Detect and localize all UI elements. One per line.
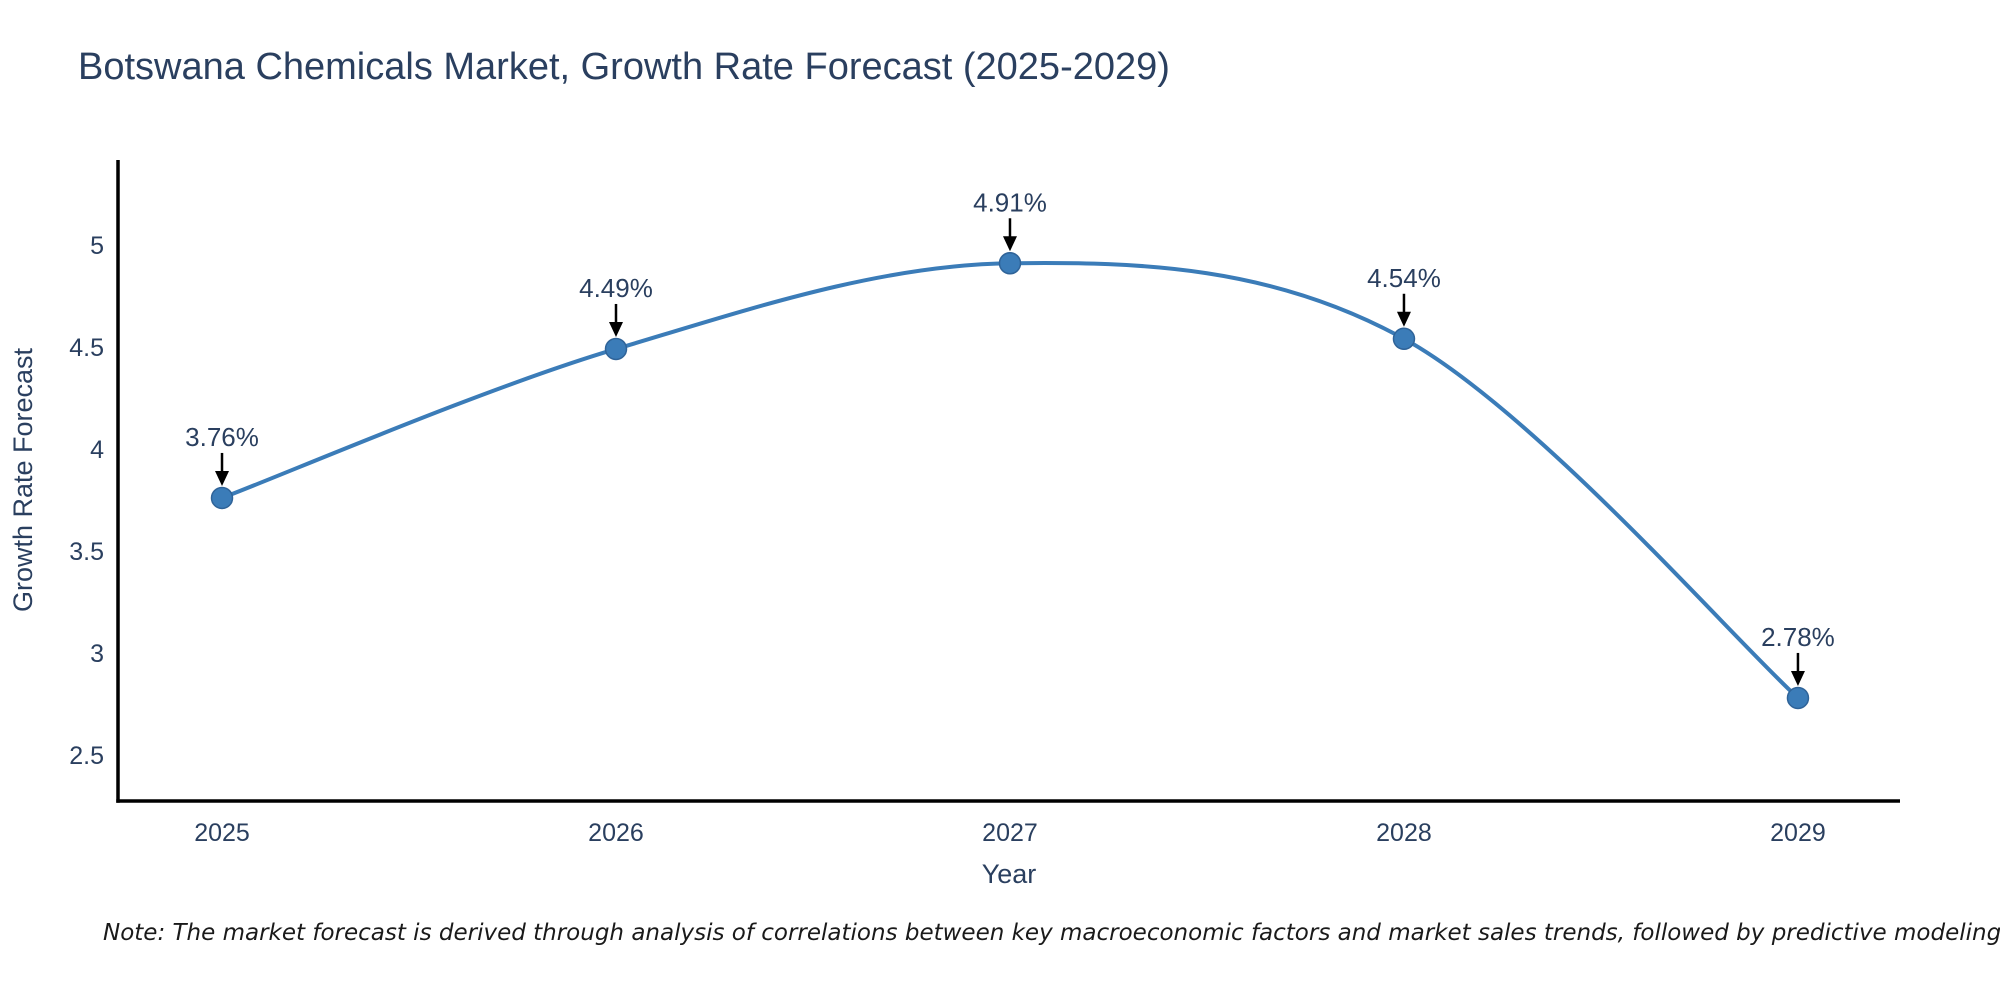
annotation-arrowhead: [1002, 236, 1017, 252]
data-point-marker: [1786, 686, 1810, 710]
annotation-label: 4.54%: [1367, 263, 1441, 293]
x-tick-label: 2029: [1770, 819, 1826, 847]
x-tick-label: 2026: [588, 819, 644, 847]
y-tick-label: 3: [90, 640, 104, 668]
annotation-label: 4.91%: [973, 187, 1047, 217]
x-axis-title: Year: [982, 859, 1037, 889]
annotation-arrowhead: [608, 321, 623, 337]
data-point-marker: [998, 252, 1022, 275]
data-point-marker: [604, 337, 628, 361]
annotation-label: 3.76%: [185, 422, 259, 452]
y-axis-title: Growth Rate Forecast: [8, 347, 38, 612]
data-point-marker: [210, 486, 234, 510]
y-tick-label: 4: [90, 436, 104, 464]
footnote: Note: The market forecast is derived thr…: [103, 920, 2000, 946]
y-tick-label: 5: [90, 232, 104, 260]
annotation-arrowhead: [1790, 670, 1805, 686]
series-line: [220, 261, 1800, 700]
y-tick-label: 4.5: [69, 334, 104, 362]
annotation-arrowhead: [1396, 311, 1411, 327]
x-tick-label: 2028: [1376, 819, 1432, 847]
annotation-arrowhead: [215, 470, 230, 486]
annotation-label: 4.49%: [579, 273, 653, 303]
x-tick-label: 2027: [982, 819, 1038, 847]
x-tick-label: 2025: [194, 819, 250, 847]
annotation-label: 2.78%: [1761, 622, 1835, 652]
y-tick-label: 3.5: [69, 538, 104, 566]
chart-title: Botswana Chemicals Market, Growth Rate F…: [78, 46, 1170, 88]
data-point-marker: [1392, 327, 1416, 351]
y-tick-label: 2.5: [69, 742, 104, 770]
